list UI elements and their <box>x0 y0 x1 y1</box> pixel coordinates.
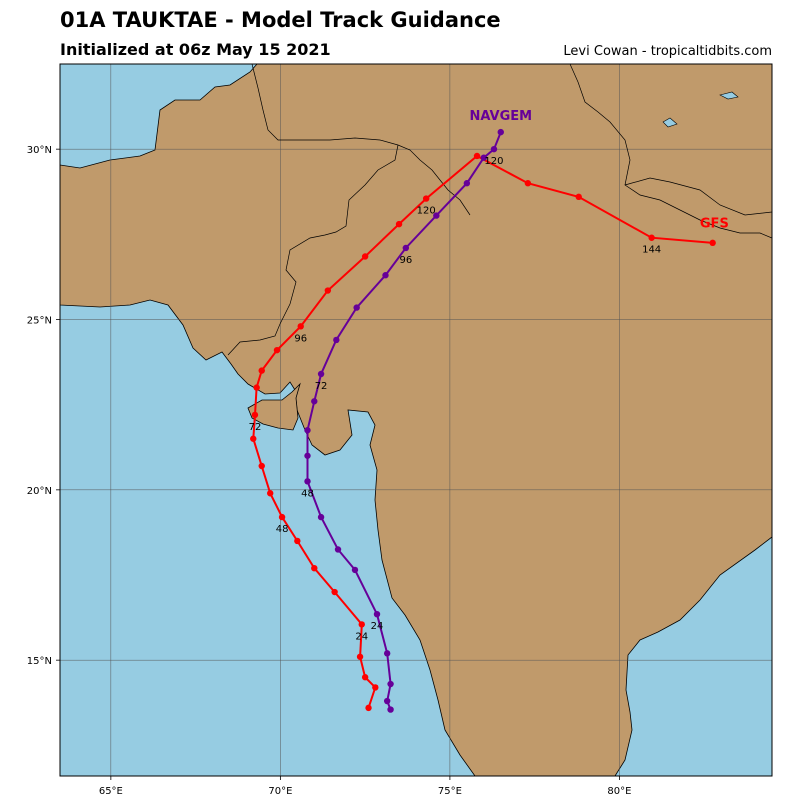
navgem-track-point <box>353 304 360 311</box>
navgem-track-line <box>306 131 502 710</box>
gfs-track-point <box>422 195 430 202</box>
navgem-forecast-hour-label: 120 <box>484 156 503 167</box>
track-labels: 24 48 72 96 120 144 GFS 24 48 72 96 120 NAVGEM <box>249 109 729 642</box>
border-line <box>569 64 772 239</box>
navgem-forecast-hour-label: 96 <box>399 255 412 266</box>
gfs-track-point <box>648 234 655 241</box>
gfs-track-point <box>395 220 403 228</box>
gfs-forecast-hour-label: 144 <box>642 245 661 256</box>
gfs-track-point <box>250 435 257 442</box>
gfs-track-point <box>361 253 369 260</box>
lake <box>662 117 678 128</box>
gfs-track-point <box>473 152 481 160</box>
gfs-track-point <box>258 367 265 374</box>
lat-tick-label: 20°N <box>27 486 52 497</box>
navgem-track-point <box>463 180 471 187</box>
navgem-track-point <box>304 452 311 459</box>
gfs-track-point <box>267 490 274 497</box>
gfs-track-point <box>294 537 301 545</box>
navgem-track-point <box>480 154 488 161</box>
gfs-forecast-hour-label: 120 <box>417 206 436 217</box>
chart-title: 01A TAUKTAE - Model Track Guidance <box>60 8 501 32</box>
border-line <box>227 144 399 356</box>
gfs-track-point <box>358 621 365 628</box>
credit-text: Levi Cowan - tropicaltidbits.com <box>563 44 772 59</box>
gfs-track-point <box>251 411 259 419</box>
land-mass <box>60 64 772 776</box>
gfs-track-point <box>297 323 304 330</box>
lon-tick-label: 75°E <box>438 786 462 797</box>
lat-tick-label: 15°N <box>27 656 52 667</box>
navgem-track-point <box>373 610 381 618</box>
model-tracks <box>250 128 716 713</box>
lon-tick-label: 70°E <box>268 786 292 797</box>
navgem-forecast-hour-label: 72 <box>315 381 328 392</box>
gfs-model-label: GFS <box>700 217 729 232</box>
gfs-track-point <box>709 239 716 247</box>
gfs-track-point <box>365 704 372 712</box>
navgem-track-point <box>497 128 504 136</box>
navgem-track-point <box>387 706 394 713</box>
map-frame <box>59 63 773 777</box>
navgem-track-point <box>490 145 498 153</box>
country-borders <box>227 64 772 356</box>
gfs-track-point <box>331 588 338 596</box>
navgem-track-point <box>387 680 394 688</box>
gfs-track-line <box>252 154 713 709</box>
border-line <box>624 177 772 216</box>
navgem-track-point <box>383 697 391 705</box>
navgem-track-point <box>334 546 342 553</box>
axis-ticks: 65°E 70°E 75°E 80°E 15°N 20°N 25°N 30°N <box>27 145 632 797</box>
navgem-track-point <box>304 478 311 485</box>
navgem-model-label: NAVGEM <box>469 109 532 124</box>
lat-tick-label: 30°N <box>27 145 52 156</box>
navgem-track-point <box>304 427 311 434</box>
lat-tick-label: 25°N <box>27 316 52 327</box>
gfs-track-point <box>575 193 582 201</box>
gfs-track-point <box>278 513 286 521</box>
init-time-subtitle: Initialized at 06z May 15 2021 <box>60 40 331 59</box>
gfs-forecast-hour-label: 72 <box>249 422 262 433</box>
gfs-track-point <box>372 684 379 691</box>
kathiawar-peninsula <box>247 382 301 431</box>
navgem-track-point <box>351 566 359 574</box>
gfs-track-point <box>258 462 265 470</box>
gfs-track-point <box>361 674 369 681</box>
navgem-forecast-hour-label: 24 <box>371 621 384 632</box>
lake <box>719 91 739 100</box>
navgem-track-point <box>383 650 391 657</box>
lakes <box>662 91 739 128</box>
gfs-track-point <box>324 287 332 294</box>
gfs-forecast-hour-label: 96 <box>294 333 307 344</box>
navgem-track-point <box>333 336 340 344</box>
gfs-track-point <box>311 564 318 572</box>
border-line <box>251 64 471 216</box>
gfs-forecast-hour-label: 24 <box>355 631 368 642</box>
graticule <box>60 64 772 776</box>
lon-tick-label: 65°E <box>99 786 123 797</box>
navgem-forecast-hour-label: 48 <box>301 488 314 499</box>
navgem-track-point <box>402 244 410 252</box>
navgem-track-point <box>311 398 318 405</box>
gfs-forecast-hour-label: 48 <box>276 524 289 535</box>
navgem-track-point <box>317 370 325 378</box>
map-plot-area <box>60 64 772 776</box>
navgem-track-point <box>433 212 440 219</box>
gfs-track-point <box>356 653 364 660</box>
gfs-track-point <box>253 384 260 391</box>
lon-tick-label: 80°E <box>607 786 631 797</box>
navgem-track-point <box>317 513 325 521</box>
gfs-track-point <box>524 180 532 187</box>
gfs-track-point <box>273 346 281 354</box>
navgem-track-point <box>382 272 389 279</box>
